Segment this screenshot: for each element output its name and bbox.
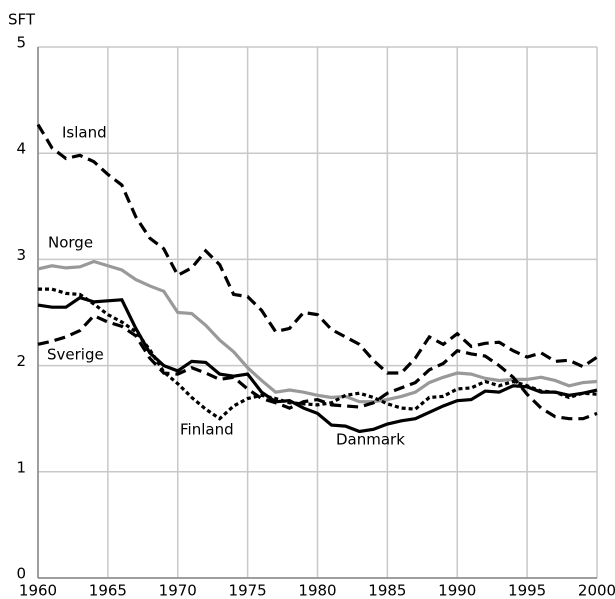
- y-tick-label: 2: [16, 352, 26, 370]
- series-line: [38, 287, 598, 421]
- series-label: Sverige: [47, 346, 104, 364]
- x-tick-label: 1995: [508, 582, 546, 599]
- series-label: Norge: [48, 234, 93, 252]
- series-line: [37, 295, 598, 434]
- series-label: Island: [62, 124, 107, 142]
- x-tick-label: 1960: [19, 582, 57, 599]
- series-label: Finland: [180, 421, 234, 439]
- x-tick-label: 2000: [578, 582, 615, 599]
- y-axis-label: SFT: [8, 11, 36, 29]
- y-tick-label: 5: [16, 34, 26, 52]
- series-label: Danmark: [336, 431, 405, 449]
- y-tick-label: 1: [16, 458, 26, 476]
- x-tick-label: 1990: [438, 582, 476, 599]
- x-tick-label: 1970: [159, 582, 197, 599]
- y-tick-label: 3: [16, 246, 26, 264]
- x-tick-label: 1965: [89, 582, 127, 599]
- x-tick-label: 1980: [298, 582, 336, 599]
- x-tick-label: 1975: [229, 582, 267, 599]
- y-tick-label: 4: [16, 140, 26, 158]
- series-line: [37, 313, 598, 421]
- series-line: [37, 259, 598, 404]
- series-line: [36, 123, 598, 375]
- x-tick-label: 1985: [368, 582, 406, 599]
- y-tick-label: 0: [16, 565, 26, 583]
